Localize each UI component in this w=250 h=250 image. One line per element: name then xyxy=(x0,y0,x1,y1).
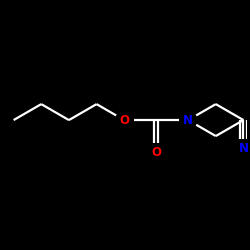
Text: N: N xyxy=(238,142,248,155)
Text: O: O xyxy=(151,146,161,158)
Text: N: N xyxy=(183,114,193,126)
Text: O: O xyxy=(119,114,129,126)
